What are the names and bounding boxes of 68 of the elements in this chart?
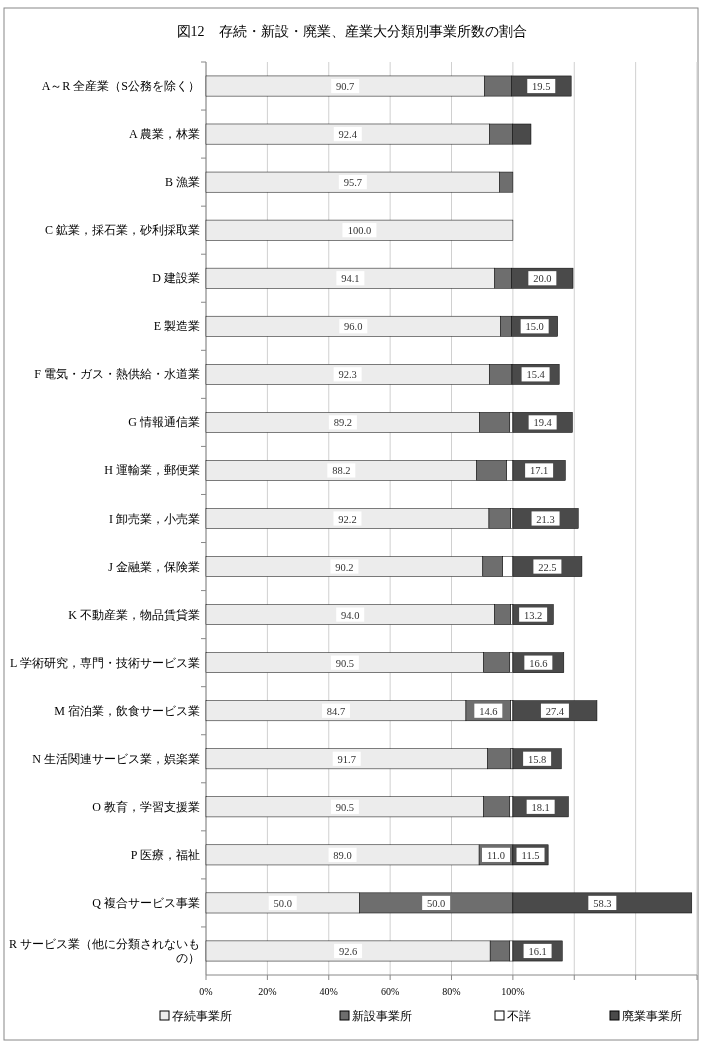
data-label: 22.5 <box>538 561 557 573</box>
data-label: 17.1 <box>529 465 549 477</box>
chart-title: 図12 存続・新設・廃業、産業大分類別事業所数の割合 <box>176 24 527 39</box>
data-label: 15.4 <box>526 369 546 381</box>
data-label: 94.0 <box>341 609 360 621</box>
y-tick-label: F 電気・ガス・熱供給・水道業 <box>34 367 200 382</box>
data-label: 16.6 <box>529 657 548 669</box>
y-tick-label: J 金融業，保険業 <box>108 559 200 574</box>
data-label: 19.5 <box>532 81 551 93</box>
data-label: 95.7 <box>343 177 363 189</box>
x-tick-label: 20% <box>258 986 277 997</box>
legend-label: 不詳 <box>507 1009 531 1023</box>
x-tick-label: 80% <box>442 986 461 997</box>
data-label: 16.1 <box>528 945 547 957</box>
data-label: 27.4 <box>545 705 565 717</box>
x-tick-label: 40% <box>319 986 338 997</box>
legend-label: 存続事業所 <box>172 1009 232 1023</box>
data-label: 90.5 <box>335 657 355 669</box>
y-tick-label: C 鉱業，採石業，砂利採取業 <box>44 223 200 238</box>
y-tick-label: M 宿泊業，飲食サービス業 <box>54 703 200 718</box>
data-label: 15.0 <box>525 321 544 333</box>
y-tick-label: H 運輸業，郵便業 <box>104 463 200 478</box>
data-label: 50.0 <box>426 897 446 909</box>
y-tick-label: D 建設業 <box>152 271 200 286</box>
y-tick-label: K 不動産業，物品賃貸業 <box>68 607 200 622</box>
data-label: 90.7 <box>335 81 355 93</box>
y-tick-label: I 卸売業，小売業 <box>109 511 200 526</box>
y-tick-label: N 生活関連サービス業，娯楽業 <box>32 751 200 766</box>
x-tick-label: 0% <box>199 986 213 997</box>
data-label: 92.2 <box>338 513 357 525</box>
data-label: 100.0 <box>347 225 372 237</box>
data-label: 92.3 <box>338 369 357 381</box>
data-label: 92.4 <box>338 129 358 141</box>
y-tick-label: P 医療，福祉 <box>130 847 200 862</box>
y-tick-label: A 農業，林業 <box>128 127 200 142</box>
data-label: 94.1 <box>341 273 360 285</box>
legend-label: 廃業事業所 <box>622 1009 682 1023</box>
data-label: 88.2 <box>332 465 351 477</box>
y-tick-label: B 漁業 <box>164 175 200 190</box>
data-label: 96.0 <box>344 321 363 333</box>
data-label: 19.4 <box>533 417 553 429</box>
data-label: 11.0 <box>487 849 505 861</box>
x-tick-label: 100% <box>501 986 525 997</box>
y-tick-label: L 学術研究，専門・技術サービス業 <box>10 655 200 670</box>
data-label: 14.6 <box>479 705 498 717</box>
data-label: 89.0 <box>333 849 352 861</box>
data-label: 50.0 <box>273 897 292 909</box>
data-label: 21.3 <box>536 513 555 525</box>
legend-label: 新設事業所 <box>352 1009 412 1023</box>
y-tick-label: A～R 全産業（S公務を除く） <box>41 79 200 94</box>
y-tick-label: Q 複合サービス事業 <box>92 895 200 910</box>
x-tick-label: 60% <box>380 986 400 997</box>
data-label: 91.7 <box>337 753 356 765</box>
data-label: 58.3 <box>593 897 612 909</box>
data-label: 11.5 <box>521 849 540 861</box>
data-label: 13.2 <box>523 609 543 621</box>
data-label: 89.2 <box>333 417 353 429</box>
data-label: 90.2 <box>335 561 354 573</box>
data-label: 18.1 <box>531 801 550 813</box>
data-label: 92.6 <box>338 945 358 957</box>
y-tick-label: R サービス業（他に分類されないもの） <box>8 936 200 965</box>
y-tick-label: G 情報通信業 <box>128 415 200 430</box>
data-label: 84.7 <box>326 705 346 717</box>
y-tick-label: E 製造業 <box>153 319 200 334</box>
data-label: 90.5 <box>335 801 355 813</box>
data-label: 15.8 <box>527 753 547 765</box>
data-label: 20.0 <box>533 273 552 285</box>
y-tick-label: O 教育，学習支援業 <box>92 799 200 814</box>
